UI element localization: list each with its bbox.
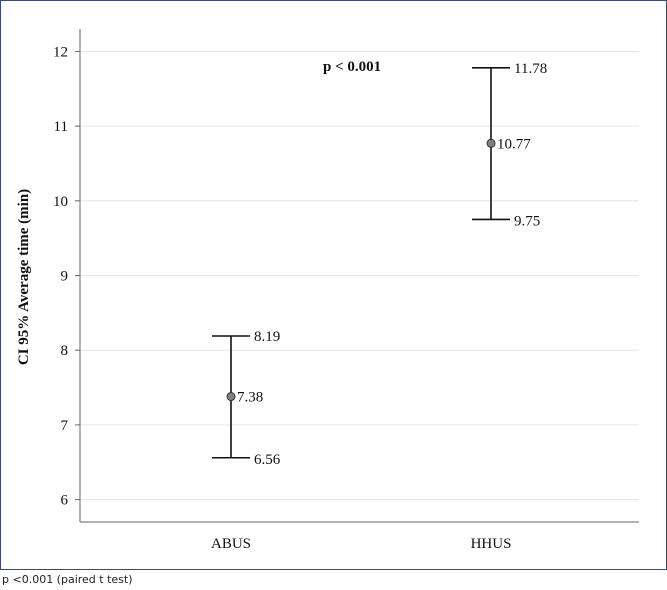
y-tick-label: 12 xyxy=(53,44,68,60)
mean-marker xyxy=(486,138,496,148)
figure-caption: p <0.001 (paired t test) xyxy=(2,573,133,586)
y-tick-label: 10 xyxy=(53,194,68,210)
error-bars: 8.19 7.38 6.56 11.78 10.77 9.75 xyxy=(212,61,547,468)
grid-lines xyxy=(80,50,639,501)
y-tick-labels: 6 7 8 9 10 11 12 xyxy=(53,44,69,508)
x-tick-labels: ABUS HHUS xyxy=(211,536,511,552)
error-bar-abus: 8.19 7.38 6.56 xyxy=(212,329,281,468)
y-axis-label: CI 95% Average time (min) xyxy=(16,189,32,365)
lower-ci-label: 9.75 xyxy=(514,213,540,229)
y-tick-label: 11 xyxy=(54,119,68,135)
error-bar-hhus: 11.78 10.77 9.75 xyxy=(472,61,547,229)
upper-ci-label: 8.19 xyxy=(254,329,280,345)
mean-label: 7.38 xyxy=(237,390,263,406)
y-tick-label: 9 xyxy=(61,269,69,285)
y-tick-label: 8 xyxy=(61,343,69,359)
p-value-annotation: p < 0.001 xyxy=(323,59,381,75)
figure-frame: 6 7 8 9 10 11 12 ABUS HHUS 8.19 7.38 6.56 11.78 10.… xyxy=(0,0,667,570)
upper-ci-label: 11.78 xyxy=(514,61,547,77)
y-tick-label: 7 xyxy=(61,418,69,434)
errorbar-chart: 6 7 8 9 10 11 12 ABUS HHUS 8.19 7.38 6.56 11.78 10.… xyxy=(16,29,639,552)
axes xyxy=(75,29,639,523)
x-tick-label: ABUS xyxy=(211,536,251,552)
mean-label: 10.77 xyxy=(497,136,531,152)
mean-marker xyxy=(226,392,236,402)
lower-ci-label: 6.56 xyxy=(254,452,281,468)
x-tick-label: HHUS xyxy=(471,536,512,552)
y-tick-label: 6 xyxy=(61,493,69,509)
